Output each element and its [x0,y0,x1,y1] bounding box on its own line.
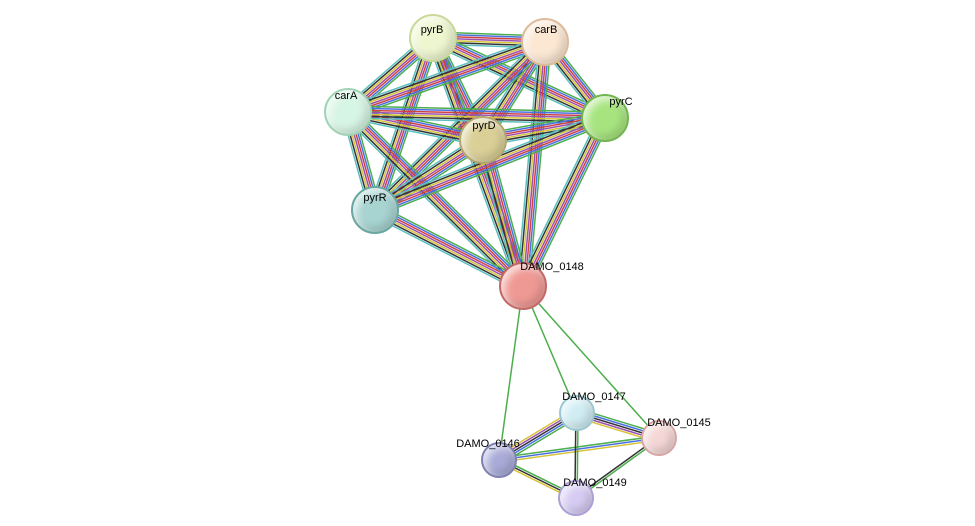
node-label-DAMO_0145: DAMO_0145 [647,417,711,429]
node-label-pyrR: pyrR [363,192,386,204]
node-label-pyrD: pyrD [472,120,495,132]
node-label-DAMO_0149: DAMO_0149 [563,477,627,489]
node-label-DAMO_0147: DAMO_0147 [562,391,626,403]
network-canvas: pyrB carB carA pyrD pyrC pyrR DAMO_0148 DAMO_01… [0,0,975,526]
node-gloss [411,16,455,60]
node-label-DAMO_0146: DAMO_0146 [456,438,520,450]
network-edge [499,286,523,460]
node-label-pyrC: pyrC [609,96,632,108]
node-label-pyrB: pyrB [421,24,444,36]
network-node-pyrB[interactable] [409,14,457,62]
node-label-carB: carB [535,24,558,36]
node-label-carA: carA [335,90,358,102]
node-label-DAMO_0148: DAMO_0148 [520,261,584,273]
